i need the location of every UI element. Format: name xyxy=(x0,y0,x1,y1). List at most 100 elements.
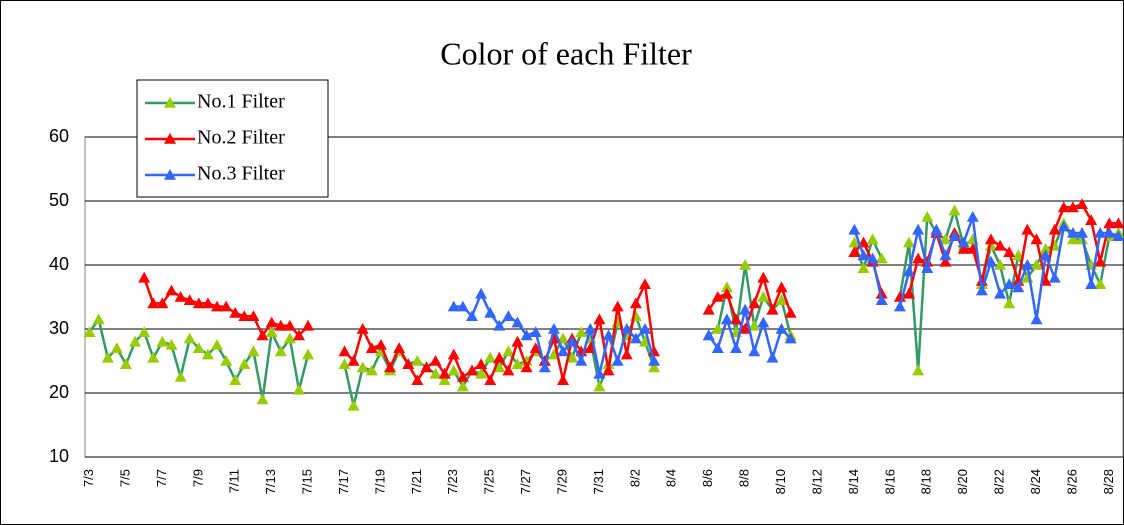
marker xyxy=(629,332,642,344)
marker xyxy=(775,294,788,305)
marker xyxy=(447,300,460,312)
marker xyxy=(493,351,506,363)
series-line xyxy=(853,229,883,301)
marker xyxy=(283,319,296,331)
x-tick-label: 7/17 xyxy=(336,469,351,494)
x-tick-label: 7/29 xyxy=(554,469,569,494)
marker xyxy=(220,355,233,366)
marker xyxy=(1085,278,1098,289)
marker xyxy=(356,361,369,373)
marker xyxy=(1076,198,1089,209)
marker xyxy=(566,351,579,363)
x-tick-label: 7/23 xyxy=(445,469,460,494)
marker xyxy=(538,355,551,366)
marker xyxy=(912,364,925,376)
marker xyxy=(511,316,524,328)
marker xyxy=(1094,227,1107,238)
marker xyxy=(948,204,961,216)
marker xyxy=(183,294,196,305)
x-tick-label: 7/15 xyxy=(300,469,315,494)
marker xyxy=(1039,249,1052,261)
marker xyxy=(648,361,661,373)
marker xyxy=(857,262,870,273)
marker xyxy=(411,355,424,366)
marker xyxy=(720,281,733,293)
marker xyxy=(156,297,169,309)
marker xyxy=(620,323,633,334)
marker xyxy=(866,252,879,264)
marker xyxy=(903,265,916,277)
x-tick-label: 7/25 xyxy=(482,469,497,494)
marker xyxy=(875,294,888,305)
legend-label: No.1 Filter xyxy=(197,91,285,113)
marker xyxy=(211,339,224,350)
marker xyxy=(739,323,752,334)
marker xyxy=(256,329,269,341)
marker xyxy=(147,297,160,309)
chart-title: Color of each Filter xyxy=(440,35,692,71)
marker xyxy=(110,342,123,353)
marker xyxy=(984,255,997,267)
marker xyxy=(784,307,797,318)
marker xyxy=(238,310,251,321)
marker xyxy=(903,287,916,299)
marker xyxy=(575,326,588,337)
marker xyxy=(447,364,460,376)
marker xyxy=(356,323,369,334)
marker xyxy=(648,355,661,366)
marker xyxy=(620,348,633,360)
marker xyxy=(1057,201,1070,213)
marker xyxy=(174,291,187,302)
marker xyxy=(292,383,305,395)
marker xyxy=(475,358,488,369)
marker xyxy=(857,249,870,261)
marker xyxy=(1003,297,1016,309)
marker xyxy=(456,371,469,382)
marker xyxy=(302,319,315,331)
marker xyxy=(502,310,515,321)
marker xyxy=(511,335,524,347)
marker xyxy=(156,335,169,347)
y-tick-label: 30 xyxy=(49,318,69,338)
marker xyxy=(211,300,224,312)
marker xyxy=(866,233,879,245)
marker xyxy=(147,351,160,363)
marker xyxy=(611,300,624,312)
marker xyxy=(374,339,387,350)
marker xyxy=(338,358,351,369)
marker xyxy=(1112,230,1124,241)
marker xyxy=(1094,255,1107,267)
marker xyxy=(984,233,997,245)
marker xyxy=(775,323,788,334)
marker xyxy=(848,223,861,235)
legend-marker xyxy=(164,133,176,144)
x-tick-label: 8/8 xyxy=(737,469,752,487)
marker xyxy=(557,345,570,357)
series-line xyxy=(707,309,792,363)
marker xyxy=(921,255,934,267)
x-tick-label: 7/21 xyxy=(409,469,424,494)
marker xyxy=(465,364,478,376)
marker xyxy=(748,345,761,357)
marker xyxy=(201,348,214,360)
marker xyxy=(292,329,305,341)
marker xyxy=(903,236,916,248)
marker xyxy=(638,323,651,334)
marker xyxy=(566,335,579,347)
marker xyxy=(475,367,488,379)
marker xyxy=(447,348,460,360)
x-tick-label: 7/9 xyxy=(190,469,205,487)
marker xyxy=(265,316,278,328)
x-tick-label: 7/19 xyxy=(372,469,387,494)
marker xyxy=(893,300,906,312)
marker xyxy=(575,355,588,366)
marker xyxy=(529,342,542,353)
x-tick-label: 8/18 xyxy=(919,469,934,494)
marker xyxy=(338,345,351,357)
marker xyxy=(638,278,651,289)
marker xyxy=(939,233,952,245)
marker xyxy=(602,329,615,341)
marker xyxy=(593,367,606,379)
marker xyxy=(593,313,606,325)
legend-label: No.2 Filter xyxy=(197,127,285,149)
